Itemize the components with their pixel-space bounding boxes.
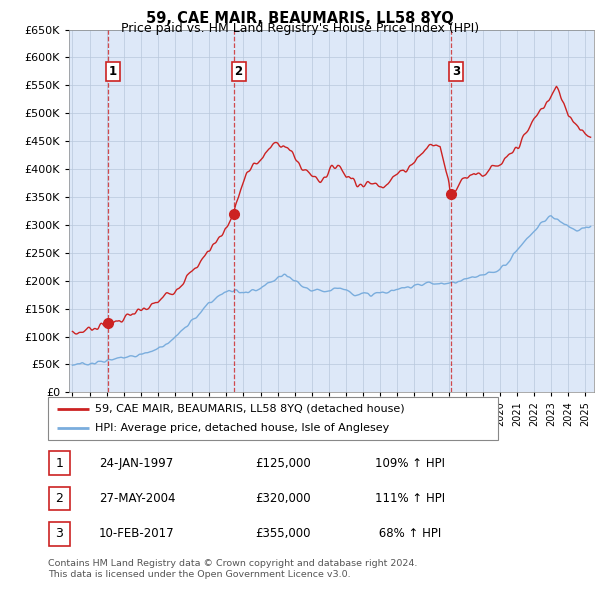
Text: 59, CAE MAIR, BEAUMARIS, LL58 8YQ: 59, CAE MAIR, BEAUMARIS, LL58 8YQ — [146, 11, 454, 25]
Text: 68% ↑ HPI: 68% ↑ HPI — [375, 527, 441, 540]
Text: 109% ↑ HPI: 109% ↑ HPI — [375, 457, 445, 470]
Text: 3: 3 — [55, 527, 64, 540]
Text: 27-MAY-2004: 27-MAY-2004 — [99, 492, 176, 505]
Text: £125,000: £125,000 — [255, 457, 311, 470]
Text: 1: 1 — [109, 65, 117, 78]
Text: £355,000: £355,000 — [255, 527, 311, 540]
Text: 59, CAE MAIR, BEAUMARIS, LL58 8YQ (detached house): 59, CAE MAIR, BEAUMARIS, LL58 8YQ (detac… — [95, 404, 405, 414]
Text: 2: 2 — [55, 492, 64, 505]
Text: 111% ↑ HPI: 111% ↑ HPI — [375, 492, 445, 505]
Text: Price paid vs. HM Land Registry's House Price Index (HPI): Price paid vs. HM Land Registry's House … — [121, 22, 479, 35]
Text: HPI: Average price, detached house, Isle of Anglesey: HPI: Average price, detached house, Isle… — [95, 423, 389, 433]
Text: 10-FEB-2017: 10-FEB-2017 — [99, 527, 175, 540]
Text: 2: 2 — [235, 65, 243, 78]
Text: 1: 1 — [55, 457, 64, 470]
Text: 24-JAN-1997: 24-JAN-1997 — [99, 457, 173, 470]
Text: 3: 3 — [452, 65, 460, 78]
Text: Contains HM Land Registry data © Crown copyright and database right 2024.
This d: Contains HM Land Registry data © Crown c… — [48, 559, 418, 579]
Text: £320,000: £320,000 — [255, 492, 311, 505]
